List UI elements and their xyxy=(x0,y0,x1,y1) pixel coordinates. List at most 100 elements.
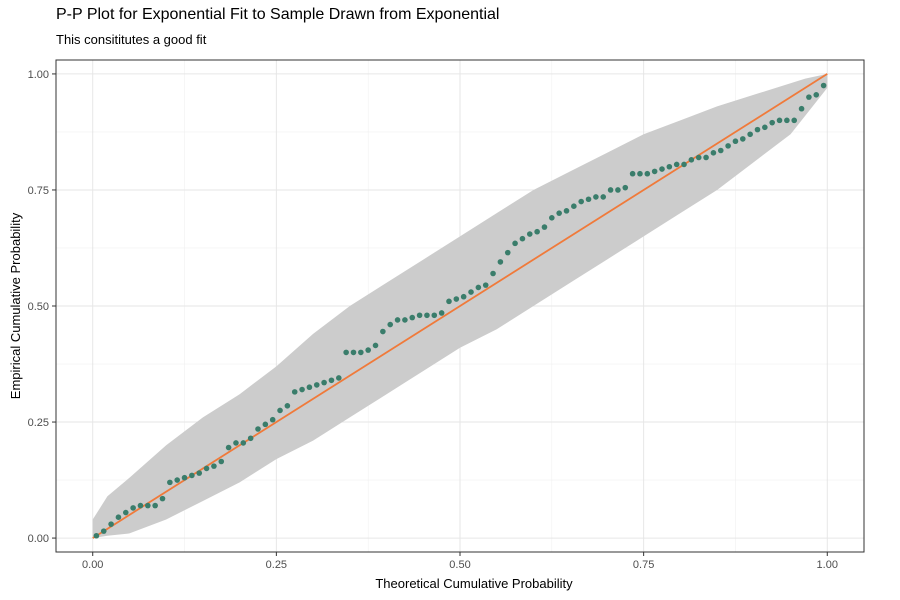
data-point xyxy=(519,235,526,242)
data-point xyxy=(211,463,217,469)
x-axis-ticks: 0.00 0.25 0.50 0.75 1.00 xyxy=(82,552,838,571)
data-point xyxy=(174,477,180,483)
data-point xyxy=(130,505,136,511)
y-tick-label: 0.75 xyxy=(28,185,49,197)
y-axis-title: Empirical Cumulative Probability xyxy=(8,212,23,399)
data-point xyxy=(181,474,188,481)
data-point xyxy=(556,210,562,216)
data-point xyxy=(152,502,158,509)
data-point xyxy=(629,170,636,177)
data-point xyxy=(233,440,239,446)
data-point xyxy=(754,126,761,133)
data-point xyxy=(365,347,371,353)
data-point xyxy=(666,163,673,170)
data-point xyxy=(306,384,313,391)
data-point xyxy=(688,156,695,163)
data-point xyxy=(299,386,305,393)
data-point xyxy=(409,314,416,321)
data-point xyxy=(475,284,482,291)
data-point xyxy=(695,154,702,161)
data-point xyxy=(798,105,805,112)
data-point xyxy=(240,440,247,446)
data-point xyxy=(328,377,335,384)
data-point xyxy=(740,136,746,142)
data-point xyxy=(600,194,607,200)
data-point xyxy=(563,208,570,214)
data-point xyxy=(225,444,232,451)
data-points xyxy=(93,82,827,539)
data-point xyxy=(769,119,775,126)
data-point xyxy=(747,131,753,138)
data-point xyxy=(820,82,827,89)
data-point xyxy=(387,321,394,328)
data-point xyxy=(644,170,651,177)
y-tick-label: 1.00 xyxy=(28,69,49,81)
data-point xyxy=(269,416,276,423)
data-point xyxy=(460,293,467,300)
data-point xyxy=(284,402,291,409)
data-point xyxy=(424,312,430,319)
x-tick-label: 0.50 xyxy=(449,559,470,571)
data-point xyxy=(504,249,511,256)
data-point xyxy=(93,532,100,539)
x-tick-label: 0.75 xyxy=(633,559,654,571)
data-point xyxy=(526,231,533,237)
data-point xyxy=(108,521,114,527)
x-tick-label: 0.00 xyxy=(82,559,103,571)
data-point xyxy=(336,375,342,381)
data-point xyxy=(541,224,548,230)
data-point xyxy=(497,259,504,265)
data-point xyxy=(255,426,261,432)
data-point xyxy=(482,282,489,288)
data-point xyxy=(122,509,129,516)
data-point xyxy=(571,203,577,210)
data-point xyxy=(549,215,555,221)
data-point xyxy=(159,495,166,502)
data-point xyxy=(637,170,643,177)
data-point xyxy=(358,349,364,356)
data-point xyxy=(512,240,518,247)
data-point xyxy=(394,317,401,323)
y-tick-label: 0.50 xyxy=(28,301,49,313)
data-point xyxy=(137,502,144,509)
chart-title: P-P Plot for Exponential Fit to Sample D… xyxy=(56,6,500,23)
data-point xyxy=(468,289,474,295)
data-point xyxy=(673,161,680,168)
y-tick-label: 0.25 xyxy=(28,417,49,429)
data-point xyxy=(380,328,386,335)
x-axis-title: Theoretical Cumulative Probability xyxy=(375,576,573,591)
data-point xyxy=(784,117,790,124)
data-point xyxy=(402,317,408,323)
data-point xyxy=(167,479,173,486)
data-point xyxy=(607,187,614,193)
data-point xyxy=(189,472,195,479)
data-point xyxy=(732,138,739,145)
reference-line xyxy=(92,73,828,539)
data-point xyxy=(416,312,423,319)
data-point xyxy=(453,296,460,302)
data-point xyxy=(291,389,298,395)
data-point xyxy=(534,228,540,235)
data-point xyxy=(813,92,820,98)
data-point xyxy=(100,528,107,534)
data-point xyxy=(115,514,122,520)
data-point xyxy=(762,124,768,131)
chart-subtitle: This consititutes a good fit xyxy=(56,32,207,47)
data-point xyxy=(703,154,709,161)
data-point xyxy=(615,187,621,193)
data-point xyxy=(710,150,717,156)
data-point xyxy=(578,198,584,205)
data-point xyxy=(321,379,327,386)
data-point xyxy=(145,502,151,509)
y-axis-ticks: 0.00 0.25 0.50 0.75 1.00 xyxy=(28,69,56,545)
data-point xyxy=(203,465,210,472)
data-point xyxy=(247,435,254,442)
data-point xyxy=(343,349,349,356)
data-point xyxy=(651,168,658,175)
data-point xyxy=(196,470,203,476)
data-point xyxy=(776,117,783,124)
data-point xyxy=(218,458,225,465)
data-point xyxy=(372,342,379,349)
data-point xyxy=(490,270,496,277)
data-point xyxy=(446,298,452,305)
